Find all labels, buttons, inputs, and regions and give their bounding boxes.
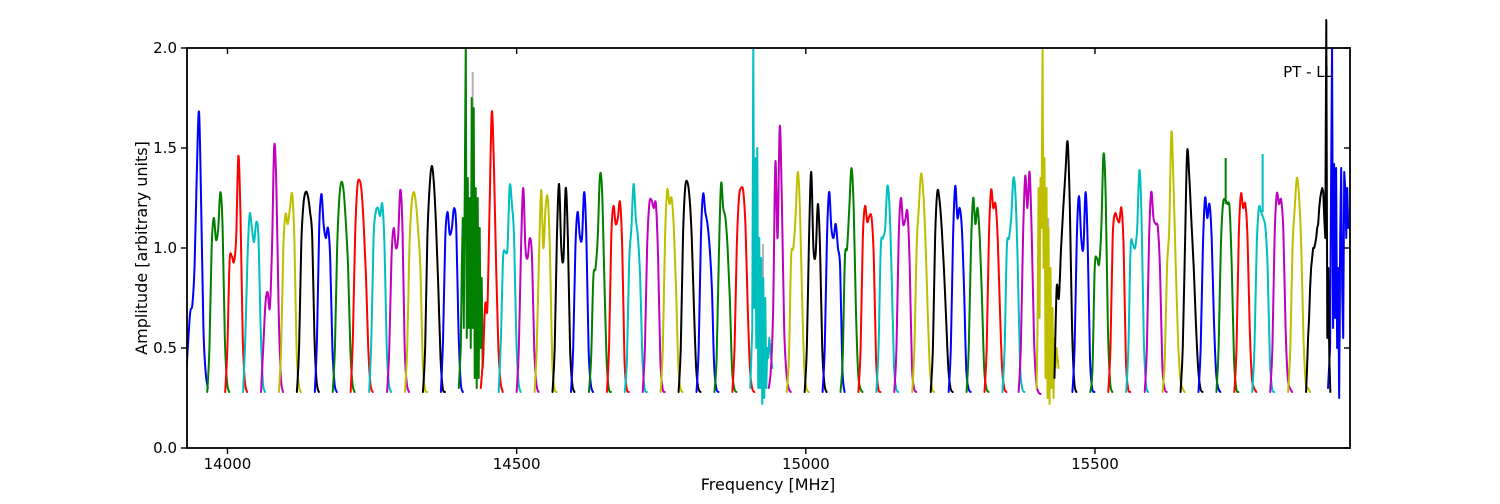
bandpass-curve bbox=[1179, 148, 1204, 393]
bandpass-curve bbox=[1327, 48, 1350, 399]
bandpass-curve bbox=[260, 142, 284, 393]
bandpass-curve bbox=[1305, 19, 1332, 393]
bandpass-curve bbox=[570, 191, 594, 393]
bandpass-curve bbox=[1071, 191, 1096, 393]
bandpass-curve bbox=[368, 201, 393, 393]
y-tick-label: 0.0 bbox=[153, 439, 177, 457]
bandpass-curve bbox=[295, 190, 320, 393]
bandpass-curve bbox=[1089, 152, 1114, 393]
bandpass-curve bbox=[206, 191, 231, 393]
bandpass-curve bbox=[224, 154, 249, 393]
bandpass-curve bbox=[641, 197, 666, 393]
bandpass-curve bbox=[1107, 206, 1132, 393]
bandpass-curve bbox=[386, 188, 411, 393]
bandpass-curve bbox=[242, 211, 267, 393]
y-axis-label: Amplitude [arbitrary units] bbox=[132, 141, 151, 355]
unclipped-spike-curves bbox=[1305, 19, 1332, 393]
bandpass-curve bbox=[623, 182, 648, 393]
y-tick-label: 0.5 bbox=[153, 339, 177, 357]
bandpass-curve bbox=[551, 182, 576, 393]
bandpass-curve bbox=[911, 172, 936, 393]
bandpass-curve bbox=[1215, 198, 1240, 393]
bandpass-curve bbox=[421, 164, 446, 393]
bandpass-curve bbox=[785, 170, 810, 393]
bandpass-curve bbox=[803, 170, 828, 393]
bandpass-curve bbox=[821, 190, 846, 393]
x-tick-label: 14500 bbox=[493, 455, 541, 473]
x-tick-label: 15000 bbox=[782, 455, 830, 473]
bandpass-curve bbox=[497, 183, 522, 393]
x-tick-label: 15500 bbox=[1071, 455, 1119, 473]
bandpass-curves bbox=[187, 48, 1350, 405]
y-tick-label: 2.0 bbox=[153, 39, 177, 57]
bandpass-curve bbox=[313, 192, 338, 393]
bandpass-curve bbox=[767, 124, 792, 393]
bandpass-curve bbox=[277, 191, 302, 393]
bandpass-curve bbox=[533, 188, 558, 393]
bandpass-curve bbox=[479, 110, 504, 393]
bandpass-curve bbox=[839, 167, 864, 393]
bandpass-curve bbox=[439, 207, 464, 393]
bandpass-curve bbox=[331, 180, 356, 393]
bandpass-curve bbox=[875, 184, 900, 393]
bandpass-curve bbox=[749, 48, 774, 405]
bandpass-curve bbox=[857, 204, 882, 393]
bandpass-curve bbox=[695, 192, 720, 393]
y-tick-label: 1.0 bbox=[153, 239, 177, 257]
bandpass-curve bbox=[1161, 130, 1186, 393]
bandpass-curve bbox=[1251, 204, 1276, 393]
x-tick-label: 14000 bbox=[204, 455, 252, 473]
bandpass-curve bbox=[187, 110, 209, 389]
bandpass-curve bbox=[587, 171, 612, 393]
bandpass-curve bbox=[659, 187, 684, 393]
y-tick-label: 1.5 bbox=[153, 139, 177, 157]
bandpass-curve bbox=[457, 48, 485, 389]
bandpass-curve bbox=[605, 200, 630, 393]
bandpass-curve bbox=[515, 187, 540, 393]
bandpass-curve bbox=[349, 178, 374, 393]
bandpass-curve bbox=[677, 179, 702, 393]
axis-tick-labels: 14000 14500 15000 15500 0.0 0.5 1.0 1.5 2.0 bbox=[153, 39, 1119, 473]
bandpass-curve bbox=[1143, 190, 1168, 393]
bandpass-curve bbox=[1125, 168, 1150, 393]
bandpass-curve bbox=[404, 191, 428, 393]
x-axis-label: Frequency [MHz] bbox=[701, 475, 835, 494]
bandpass-curve bbox=[1053, 140, 1078, 393]
bandpass-curve bbox=[893, 196, 918, 393]
axis-ticks bbox=[181, 47, 1350, 454]
correlation-annotation: PT - LL bbox=[1283, 63, 1334, 81]
